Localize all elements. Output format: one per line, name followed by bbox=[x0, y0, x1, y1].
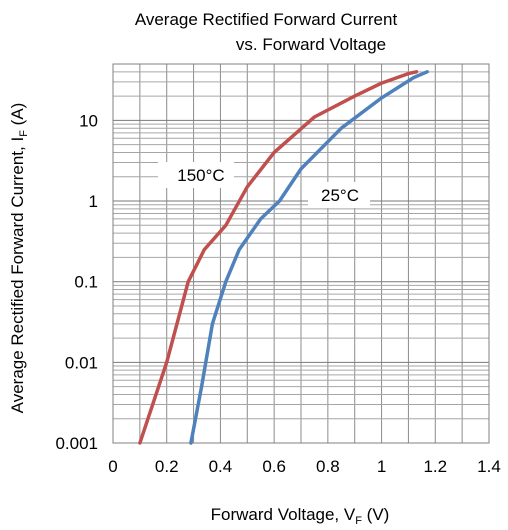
x-tick-label: 0 bbox=[108, 457, 117, 476]
plot-frame bbox=[112, 63, 490, 444]
x-tick-label: 0.8 bbox=[316, 457, 340, 476]
series-25c-line bbox=[189, 70, 429, 445]
series-25c-label: 25°C bbox=[321, 186, 359, 205]
x-tick-label: 1 bbox=[377, 457, 386, 476]
chart-title-line1: Average Rectified Forward Current bbox=[135, 10, 398, 29]
y-tick-label: 10 bbox=[79, 111, 98, 130]
y-tick-label: 0.1 bbox=[74, 273, 98, 292]
series-150c-label: 150°C bbox=[177, 166, 224, 185]
tick-labels: 0 0.2 0.4 0.6 0.8 1 1.2 1.4 0.001 0.01 0.1 1 10 bbox=[55, 111, 500, 476]
y-tick-label: 0.01 bbox=[65, 353, 98, 372]
y-axis-label: Average Rectified Forward Current, IF (A… bbox=[8, 103, 30, 414]
y-tick-label: 0.001 bbox=[55, 434, 98, 453]
x-tick-label: 1.4 bbox=[477, 457, 501, 476]
x-tick-label: 0.6 bbox=[262, 457, 286, 476]
x-tick-label: 1.2 bbox=[423, 457, 447, 476]
series-25c-label-bg bbox=[308, 182, 370, 208]
x-tick-label: 0.2 bbox=[155, 457, 179, 476]
series-150c-label-bg bbox=[158, 162, 234, 188]
series-150c-line bbox=[138, 70, 419, 445]
grid bbox=[113, 63, 489, 443]
series-lines bbox=[138, 70, 429, 445]
y-tick-label: 1 bbox=[89, 192, 98, 211]
x-tick-label: 0.4 bbox=[209, 457, 233, 476]
x-axis-label: Forward Voltage, VF (V) bbox=[211, 505, 390, 527]
chart-title-line2: vs. Forward Voltage bbox=[236, 35, 386, 54]
